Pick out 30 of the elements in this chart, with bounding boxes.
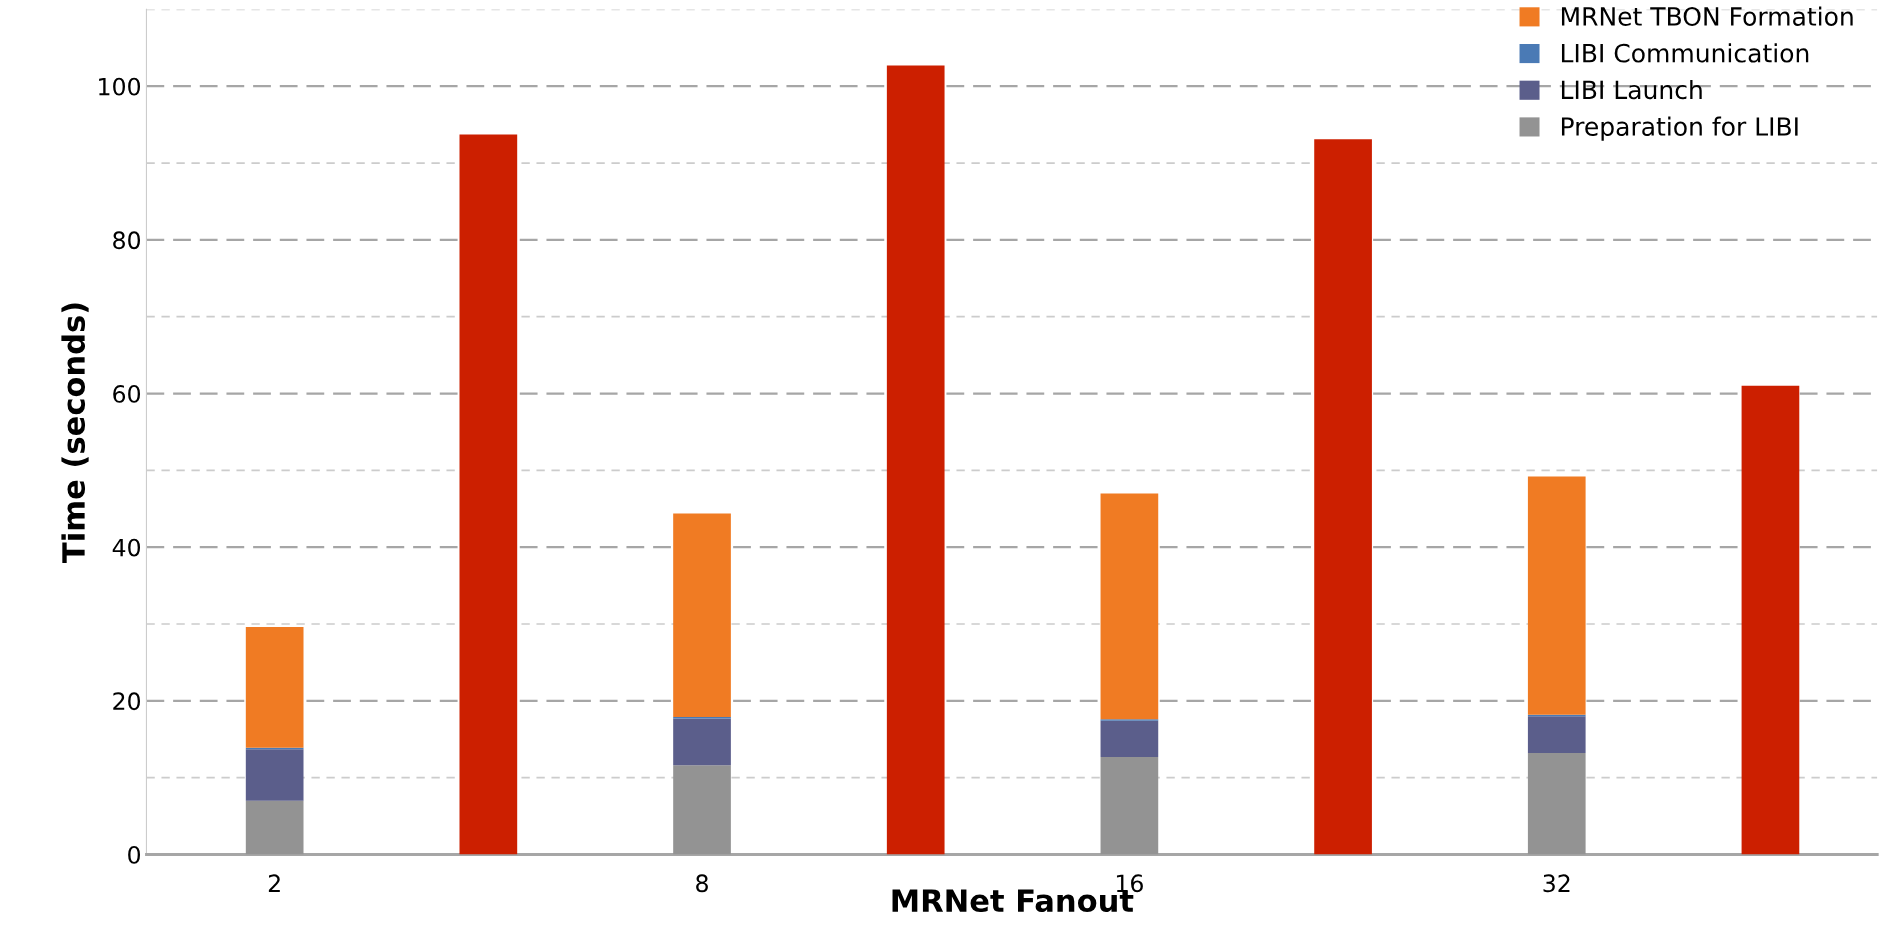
bar xyxy=(886,65,945,855)
bar xyxy=(245,749,304,801)
bar xyxy=(1100,493,1159,720)
bar xyxy=(1741,385,1800,855)
bar xyxy=(1100,756,1159,855)
x-tick-label: 32 xyxy=(1543,874,1570,893)
bar xyxy=(1314,139,1372,855)
y-tick-label: 80 xyxy=(113,231,141,250)
bar xyxy=(245,627,304,748)
y-tick-label: 0 xyxy=(128,845,141,864)
legend-label: LIBI Communication xyxy=(1561,43,1809,63)
legend-label: LIBI Launch xyxy=(1561,79,1702,100)
bar xyxy=(673,718,731,766)
bar xyxy=(1100,720,1159,757)
legend-label: MRNet TBON Formation xyxy=(1561,6,1853,26)
bar xyxy=(1527,476,1586,715)
bar xyxy=(1527,753,1586,855)
y-tick-label: 100 xyxy=(99,77,141,96)
bar xyxy=(459,134,518,855)
bar xyxy=(673,513,731,717)
bar xyxy=(673,765,731,855)
legend-label: Preparation for LIBI xyxy=(1561,116,1798,141)
y-tick-label: 60 xyxy=(113,384,141,403)
y-axis-title: Time (seconds) xyxy=(61,303,89,563)
x-tick-label: 2 xyxy=(268,874,280,892)
x-tick-label: 8 xyxy=(696,874,708,893)
bar xyxy=(1527,716,1586,754)
bar xyxy=(245,800,304,855)
y-tick-label: 20 xyxy=(113,692,141,711)
y-tick-label: 40 xyxy=(112,538,141,557)
